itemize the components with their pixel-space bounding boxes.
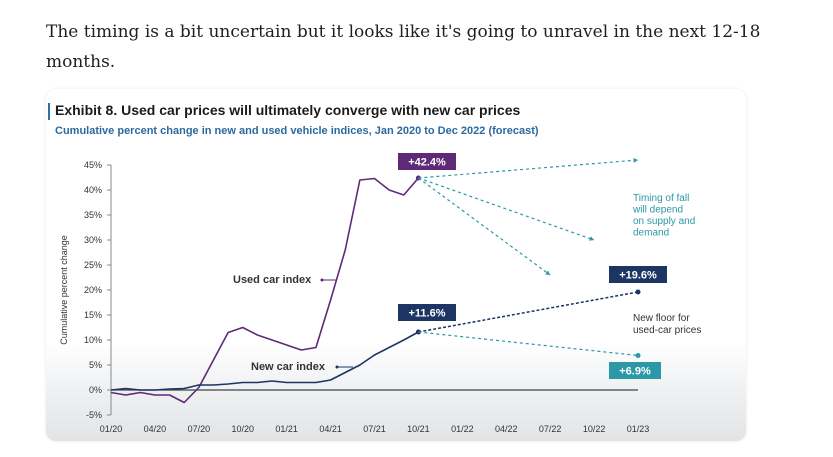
title-accent-bar — [48, 103, 50, 120]
y-tick-label: 0% — [89, 385, 102, 395]
used-label-connector-dot — [320, 278, 324, 282]
callout-label: +6.9% — [619, 366, 651, 378]
x-tick-label: 04/21 — [319, 424, 342, 434]
floor-note-line: New floor for — [633, 313, 690, 324]
exhibit-card: Exhibit 8. Used car prices will ultimate… — [46, 89, 746, 441]
x-tick-label: 01/21 — [275, 424, 298, 434]
timing-note-line: on supply and — [633, 216, 695, 227]
callout-box — [398, 153, 456, 170]
x-tick-label: 01/22 — [451, 424, 474, 434]
x-tick-label: 10/22 — [583, 424, 606, 434]
callout-label: +42.4% — [408, 157, 446, 169]
y-tick-label: 45% — [84, 160, 102, 170]
timing-note-line: Timing of fall — [633, 193, 689, 204]
y-tick-label: 10% — [84, 335, 102, 345]
callout-box — [609, 266, 667, 283]
x-tick-label: 07/22 — [539, 424, 562, 434]
x-tick-label: 10/21 — [407, 424, 430, 434]
y-tick-label: -5% — [86, 410, 102, 420]
y-tick-label: 40% — [84, 185, 102, 195]
timing-note-line: will depend — [632, 205, 683, 216]
floor-note-line: used-car prices — [633, 325, 701, 336]
projection-end-point — [635, 353, 641, 358]
projection-line — [418, 331, 639, 357]
x-tick-label: 07/21 — [363, 424, 386, 434]
y-tick-label: 5% — [89, 360, 102, 370]
x-tick-label: 10/20 — [231, 424, 254, 434]
y-tick-label: 15% — [84, 310, 102, 320]
projection-line — [418, 177, 551, 276]
new-car-index-label: New car index — [251, 361, 326, 373]
line-chart: 45% 40% 35% 30% 25% 20% 15% 10% 5% 0% -5% 01/20 04/2… — [59, 153, 701, 434]
callout-box — [398, 304, 456, 321]
projection-arrowhead — [589, 236, 595, 241]
projection-line — [418, 291, 639, 333]
intro-paragraph: The timing is a bit uncertain but it loo… — [46, 22, 761, 72]
x-tick-label: 07/20 — [188, 424, 211, 434]
callout-label: +19.6% — [619, 270, 657, 282]
callout-label: +11.6% — [408, 308, 445, 320]
used-car-index-label: Used car index — [233, 274, 312, 286]
chart-subtitle: Cumulative percent change in new and use… — [55, 125, 539, 137]
projection-end-point — [635, 289, 641, 295]
x-tick-label: 01/23 — [627, 424, 650, 434]
projection-arrowhead — [633, 157, 638, 163]
projection-line — [418, 159, 639, 179]
projection-line — [418, 177, 595, 241]
new-label-connector-dot — [335, 365, 339, 369]
y-tick-label: 25% — [84, 260, 102, 270]
series-line-used — [110, 177, 420, 404]
chart-title: Exhibit 8. Used car prices will ultimate… — [55, 102, 521, 118]
y-tick-label: 20% — [84, 285, 102, 295]
callout-box — [609, 362, 661, 379]
x-tick-label: 01/20 — [100, 424, 123, 434]
y-tick-label: 35% — [84, 210, 102, 220]
y-tick-label: 30% — [84, 235, 102, 245]
timing-note-line: demand — [633, 228, 669, 239]
x-tick-label: 04/22 — [495, 424, 518, 434]
projection-arrowhead — [545, 270, 551, 275]
y-axis-label: Cumulative percent change — [59, 235, 69, 345]
series-line-new — [110, 331, 419, 391]
x-tick-label: 04/20 — [144, 424, 167, 434]
